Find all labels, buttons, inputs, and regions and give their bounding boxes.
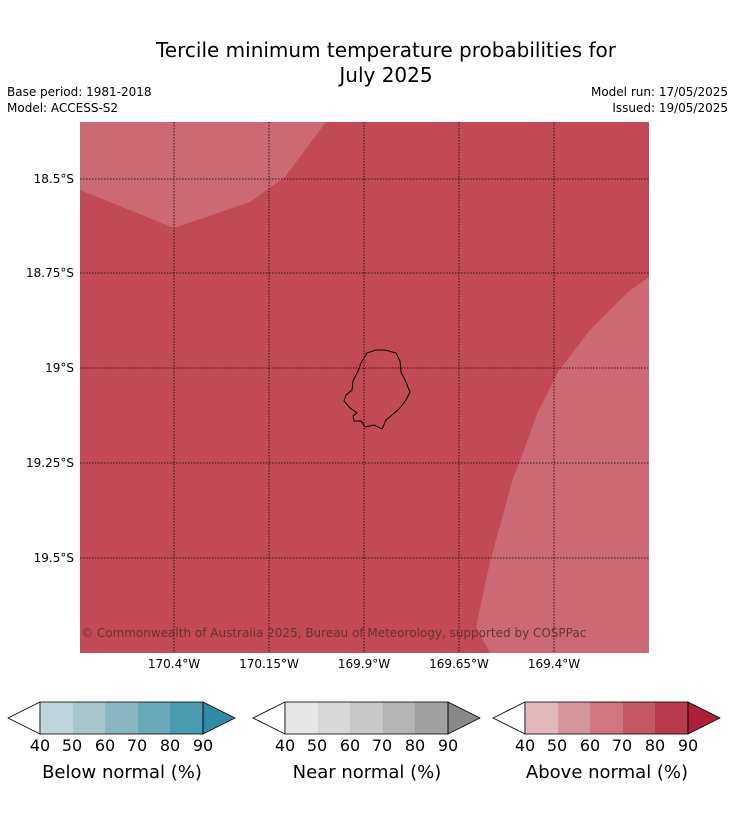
- chart-title: Tercile minimum temperature probabilitie…: [0, 38, 736, 88]
- colorbar-segment: [350, 702, 383, 734]
- colorbar-below-svg: [7, 701, 236, 735]
- colorbar-tick: 50: [61, 736, 83, 755]
- colorbar-label: Above normal (%): [525, 762, 689, 783]
- colorbar-near-svg: [252, 701, 481, 735]
- model-name: Model: ACCESS-S2: [7, 101, 119, 115]
- colorbar-segment: [590, 702, 623, 734]
- colorbar-under-arrow: [492, 701, 526, 735]
- colorbar-above-svg: [492, 701, 721, 735]
- colorbar-above-normal: 40 50 60 70 80 90 Above normal (%): [491, 700, 723, 783]
- colorbar-under-arrow: [252, 701, 286, 735]
- y-tick-label: 18.5°S: [33, 172, 74, 186]
- y-tick-label: 19°S: [45, 361, 74, 375]
- colorbar-under-arrow: [7, 701, 41, 735]
- island-coastline: [343, 349, 411, 430]
- colorbar-tick: 90: [192, 736, 214, 755]
- colorbar-tick: 50: [546, 736, 568, 755]
- colorbar-tick: 40: [274, 736, 296, 755]
- colorbar-segment: [40, 702, 73, 734]
- colorbar-tick: 60: [579, 736, 601, 755]
- colorbar-tick: 50: [306, 736, 328, 755]
- colorbar-segment: [318, 702, 350, 734]
- colorbar-tick: 40: [29, 736, 51, 755]
- x-tick-label: 169.65°W: [429, 657, 489, 671]
- colorbar-tick: 80: [159, 736, 181, 755]
- colorbar-segment: [525, 702, 558, 734]
- colorbar-tick: 40: [514, 736, 536, 755]
- colorbar-tick: 80: [404, 736, 426, 755]
- colorbar-label: Below normal (%): [42, 762, 202, 783]
- colorbar-near-normal: 40 50 60 70 80 90 Near normal (%): [251, 700, 483, 783]
- model-run: Model run: 17/05/2025: [590, 85, 728, 99]
- meta-left: Base period: 1981-2018 Model: ACCESS-S2: [7, 84, 152, 116]
- colorbar-tick: 70: [371, 736, 393, 755]
- map-panel: [80, 122, 649, 653]
- colorbar-tick: 70: [611, 736, 633, 755]
- colorbar-over-arrow: [448, 702, 480, 734]
- colorbar-tick: 60: [94, 736, 116, 755]
- meta-right: Model run: 17/05/2025 Issued: 19/05/2025: [591, 84, 728, 116]
- title-line-1: Tercile minimum temperature probabilitie…: [155, 38, 617, 62]
- colorbar-segment: [383, 702, 415, 734]
- colorbar-tick: 60: [339, 736, 361, 755]
- colorbar-segment: [105, 702, 138, 734]
- colorbar-segment: [73, 702, 105, 734]
- colorbar-tick: 70: [126, 736, 148, 755]
- x-tick-label: 170.4°W: [147, 657, 201, 671]
- x-tick-label: 169.4°W: [527, 657, 581, 671]
- colorbar-segment: [655, 702, 688, 734]
- colorbar-tick: 90: [677, 736, 699, 755]
- colorbar-segment: [558, 702, 590, 734]
- x-tick-label: 170.15°W: [239, 657, 299, 671]
- map-svg: [80, 122, 649, 653]
- issued-date: Issued: 19/05/2025: [612, 101, 728, 115]
- light-region-north: [80, 122, 326, 228]
- base-period: Base period: 1981-2018: [7, 85, 152, 99]
- y-tick-label: 19.5°S: [33, 551, 74, 565]
- x-tick-label: 169.9°W: [337, 657, 391, 671]
- title-line-2: July 2025: [339, 63, 433, 87]
- colorbar-segment: [138, 702, 170, 734]
- colorbar-segment: [415, 702, 448, 734]
- copyright-notice: © Commonwealth of Australia 2025, Bureau…: [81, 626, 587, 640]
- colorbar-tick: 80: [644, 736, 666, 755]
- colorbar-segment: [285, 702, 318, 734]
- y-tick-label: 19.25°S: [26, 456, 74, 470]
- colorbar-below-normal: 40 50 60 70 80 90 Below normal (%): [6, 700, 238, 783]
- grid-lines: [80, 122, 649, 653]
- colorbar-segment: [170, 702, 203, 734]
- colorbar-over-arrow: [688, 702, 720, 734]
- colorbar-tick: 90: [437, 736, 459, 755]
- colorbar-segment: [623, 702, 655, 734]
- light-region-southeast: [476, 277, 649, 653]
- colorbar-over-arrow: [203, 702, 235, 734]
- y-tick-label: 18.75°S: [26, 266, 74, 280]
- colorbar-label: Near normal (%): [292, 762, 442, 783]
